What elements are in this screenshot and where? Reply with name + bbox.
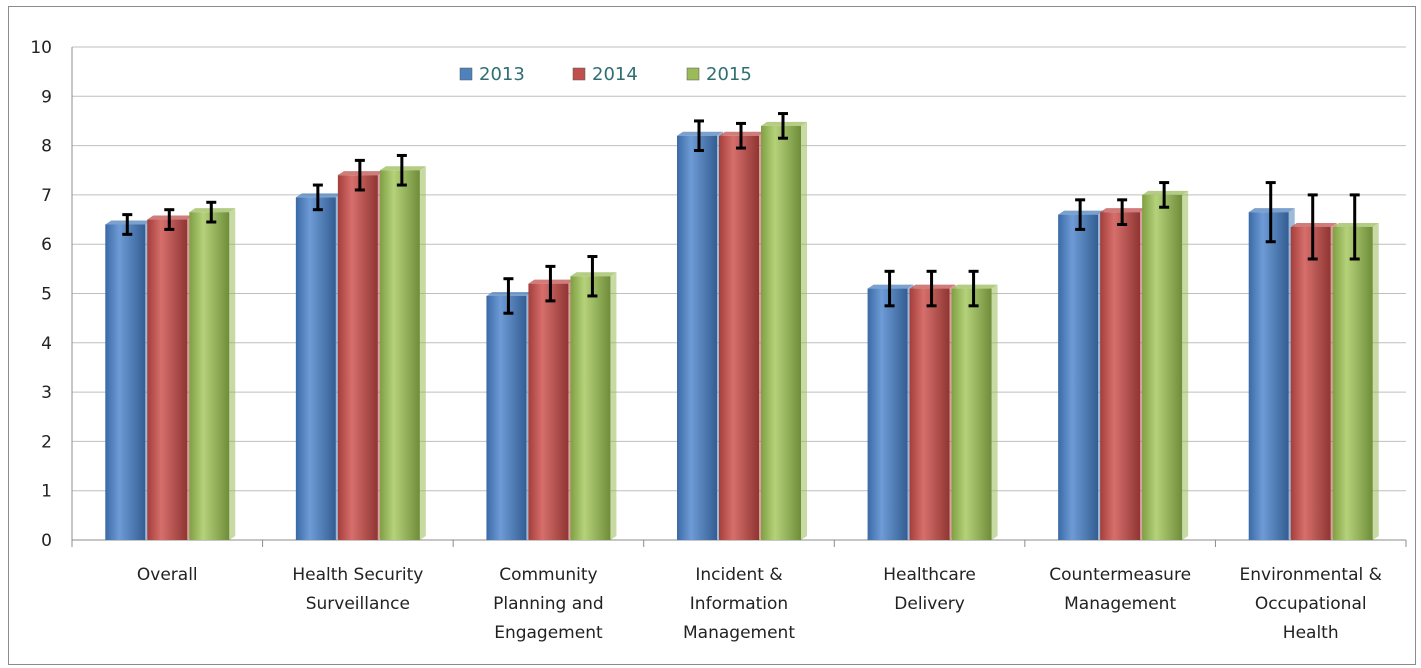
bar-2013 bbox=[1248, 212, 1289, 540]
y-tick-label: 10 bbox=[30, 38, 52, 58]
bar-2014 bbox=[528, 283, 569, 540]
bar-2015 bbox=[570, 276, 611, 540]
bar-2015 bbox=[1332, 226, 1373, 540]
category-label: Health Security Surveillance bbox=[292, 565, 423, 614]
y-tick-label: 0 bbox=[41, 531, 52, 551]
bar-side bbox=[229, 208, 236, 540]
category-label: Incident & Information Management bbox=[683, 565, 795, 643]
bar-side bbox=[1372, 222, 1379, 540]
bars bbox=[105, 112, 1379, 541]
bar-side bbox=[419, 166, 426, 540]
bar-side bbox=[991, 284, 998, 540]
y-tick-label: 5 bbox=[41, 285, 52, 305]
bar-2013 bbox=[105, 224, 146, 541]
category-label: Environmental & Occupational Health bbox=[1240, 565, 1382, 643]
bar-side bbox=[610, 272, 617, 540]
category-label: Overall bbox=[137, 565, 198, 585]
y-tick-label: 4 bbox=[41, 334, 52, 354]
bar-2013 bbox=[677, 135, 717, 541]
y-tick-label: 3 bbox=[41, 383, 52, 403]
category-label: Community Planning and Engagement bbox=[493, 565, 604, 643]
category-label: Healthcare Delivery bbox=[883, 565, 976, 614]
legend-label: 2014 bbox=[592, 64, 638, 85]
bar-2015 bbox=[951, 288, 992, 540]
bar-2015 bbox=[1142, 194, 1183, 540]
legend-label: 2013 bbox=[479, 64, 525, 85]
category-label: Countermeasure Management bbox=[1049, 565, 1191, 614]
bar-side bbox=[801, 121, 807, 540]
bar-2013 bbox=[867, 288, 908, 540]
bar-2013 bbox=[295, 197, 336, 541]
y-tick-label: 6 bbox=[41, 235, 52, 255]
axes: 0 1 2 3 4 5 6 7 8 9 10 bbox=[30, 38, 1407, 551]
legend: 2013 2014 2015 bbox=[459, 64, 752, 85]
bar-2013 bbox=[1058, 214, 1099, 540]
labels: Overall Health Security Surveillance Commun… bbox=[137, 565, 1382, 643]
legend-label: 2015 bbox=[706, 64, 752, 85]
bar-side bbox=[1182, 190, 1189, 540]
bar-2015 bbox=[379, 170, 420, 540]
bar-2014 bbox=[337, 175, 378, 540]
bar-2014 bbox=[1290, 226, 1331, 540]
y-tick-label: 9 bbox=[41, 87, 52, 107]
bar-2014 bbox=[909, 288, 950, 540]
y-tick-label: 8 bbox=[41, 137, 52, 157]
legend-swatch-2013 bbox=[459, 67, 473, 81]
bar-2014 bbox=[1100, 212, 1141, 540]
bar-2015 bbox=[761, 125, 801, 540]
bar-2015 bbox=[189, 212, 230, 540]
y-tick-label: 7 bbox=[41, 186, 52, 206]
bar-2014 bbox=[147, 219, 188, 541]
bar-2013 bbox=[486, 295, 527, 540]
y-tick-label: 2 bbox=[41, 432, 52, 452]
legend-swatch-2015 bbox=[686, 67, 700, 81]
bar-2014 bbox=[719, 135, 759, 541]
y-tick-label: 1 bbox=[41, 482, 52, 502]
legend-swatch-2014 bbox=[572, 67, 586, 81]
